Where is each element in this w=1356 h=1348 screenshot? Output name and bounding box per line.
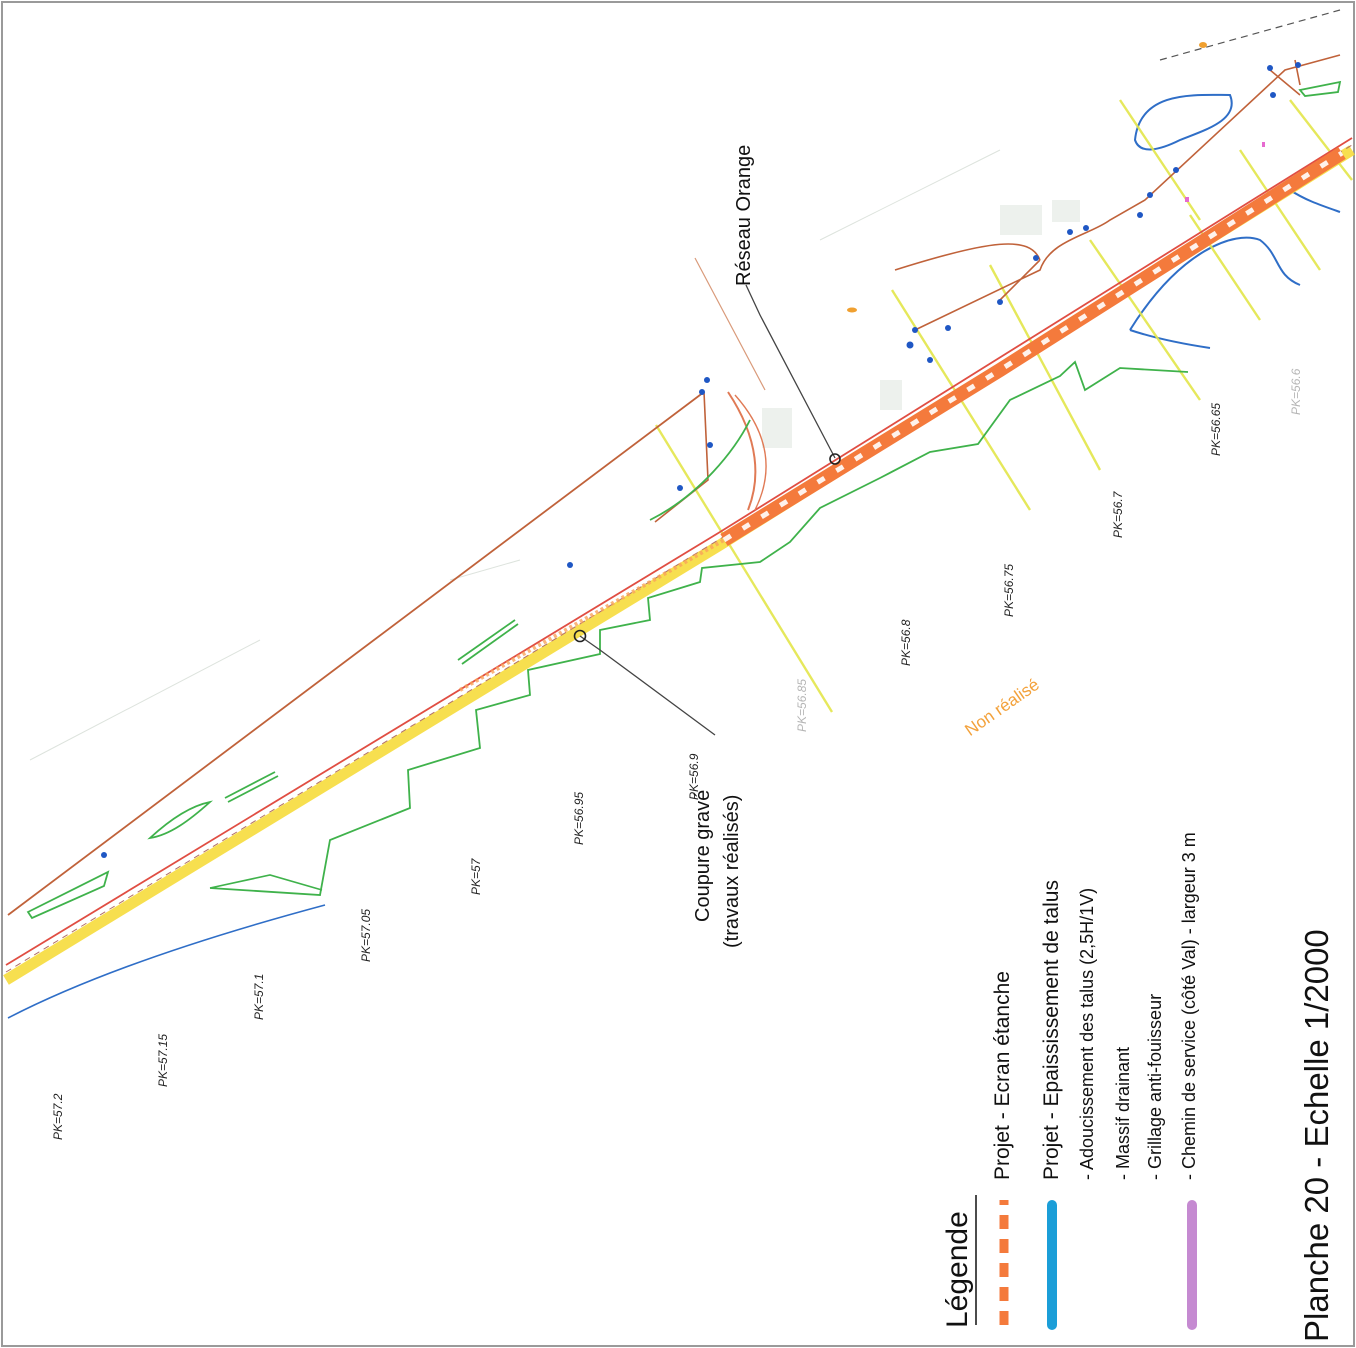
pk-label-56-7: PK=56.7 xyxy=(1111,491,1125,538)
legend-title: Légende xyxy=(941,1211,974,1328)
coupure-label: Coupure gravé xyxy=(692,789,714,922)
coupure-label-detail: (travaux réalisés) xyxy=(721,794,743,948)
pk-label-56-6: PK=56.6 xyxy=(1289,368,1303,415)
orange-diagonal xyxy=(694,257,766,391)
legend-item-epaississement-talus: Projet - Epaississement de talus xyxy=(1040,880,1063,1180)
pond-right xyxy=(1289,189,1341,213)
misc-accents xyxy=(847,42,1265,313)
plate-title: Planche 20 - Echelle 1/2000 xyxy=(1298,929,1335,1342)
reseau-orange-label: Réseau Orange xyxy=(733,144,755,286)
legend-swatches xyxy=(999,1200,1197,1330)
pk-label-56-85: PK=56.85 xyxy=(795,678,809,732)
reseau-orange-branch xyxy=(654,391,709,523)
reseau-orange-drop-2 xyxy=(734,394,767,511)
legend-item-chemin-service: - Chemin de service (côté Val) - largeur… xyxy=(1179,832,1199,1180)
pk-label-57: PK=57 xyxy=(469,858,483,895)
reseau-orange-dashed-top xyxy=(1159,9,1341,61)
coupure-realisee xyxy=(459,538,725,692)
regard-markers xyxy=(101,62,1301,858)
pond-lower xyxy=(1129,236,1301,349)
callout-leaders xyxy=(579,284,836,736)
embankment-green xyxy=(209,360,1189,896)
background-parcels xyxy=(762,200,1080,448)
pk-label-56-65: PK=56.65 xyxy=(1209,402,1223,456)
legend-item-ecran-etanche: Projet - Ecran étanche xyxy=(991,971,1014,1180)
reseau-orange-upper-right xyxy=(894,54,1341,331)
legend-item-adoucissement: - Adoucissement des talus (2,5H/1V) xyxy=(1077,887,1097,1180)
reseau-orange-drop xyxy=(727,391,757,511)
pk-label-56-95: PK=56.95 xyxy=(572,791,586,845)
pk-label-56-75: PK=56.75 xyxy=(1002,563,1016,617)
pk-label-56-8: PK=56.8 xyxy=(899,619,913,666)
green-islands xyxy=(26,80,1342,920)
background-lines xyxy=(29,149,1001,761)
coupure-callout-point xyxy=(573,629,587,643)
pk-label-57-1: PK=57.1 xyxy=(252,973,266,1020)
pk-label-57-05: PK=57.05 xyxy=(359,908,373,962)
pk-cross-lines xyxy=(654,99,1353,713)
pk-label-57-15: PK=57.15 xyxy=(156,1033,170,1087)
ecran-etanche-dashes xyxy=(722,150,1344,543)
legend-item-massif-drainant: - Massif drainant xyxy=(1113,1046,1133,1180)
pk-label-57-2: PK=57.2 xyxy=(51,1093,65,1140)
reseau-orange-line xyxy=(7,391,705,916)
talus-line-lower xyxy=(7,904,326,1019)
legend-item-grillage: - Grillage anti-fouisseur xyxy=(1145,993,1165,1180)
pond-upper xyxy=(1133,93,1233,151)
road-edge-red xyxy=(5,137,1353,966)
reseau-orange-callout-point xyxy=(829,453,841,465)
embankment-green-stub xyxy=(209,874,323,891)
